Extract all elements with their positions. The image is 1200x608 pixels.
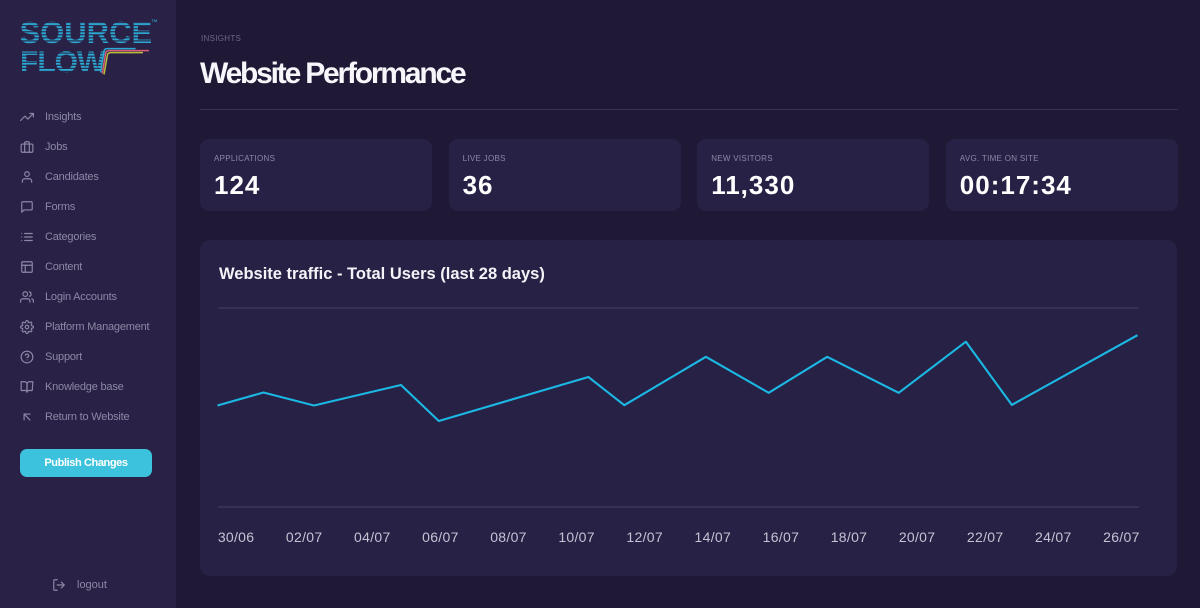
svg-text:30/06: 30/06 bbox=[218, 529, 255, 545]
svg-text:06/07: 06/07 bbox=[422, 529, 459, 545]
svg-text:18/07: 18/07 bbox=[831, 529, 868, 545]
svg-text:22/07: 22/07 bbox=[967, 529, 1004, 545]
svg-text:04/07: 04/07 bbox=[354, 529, 391, 545]
svg-text:10/07: 10/07 bbox=[558, 529, 595, 545]
svg-text:20/07: 20/07 bbox=[899, 529, 936, 545]
svg-text:™: ™ bbox=[151, 19, 158, 26]
svg-text:12/07: 12/07 bbox=[626, 529, 663, 545]
svg-text:SOURCE: SOURCE bbox=[20, 15, 153, 50]
svg-text:08/07: 08/07 bbox=[490, 529, 527, 545]
svg-text:16/07: 16/07 bbox=[763, 529, 800, 545]
svg-text:02/07: 02/07 bbox=[286, 529, 323, 545]
svg-text:14/07: 14/07 bbox=[695, 529, 732, 545]
svg-text:FLOW: FLOW bbox=[20, 46, 106, 79]
svg-text:26/07: 26/07 bbox=[1103, 529, 1140, 545]
svg-text:24/07: 24/07 bbox=[1035, 529, 1072, 545]
